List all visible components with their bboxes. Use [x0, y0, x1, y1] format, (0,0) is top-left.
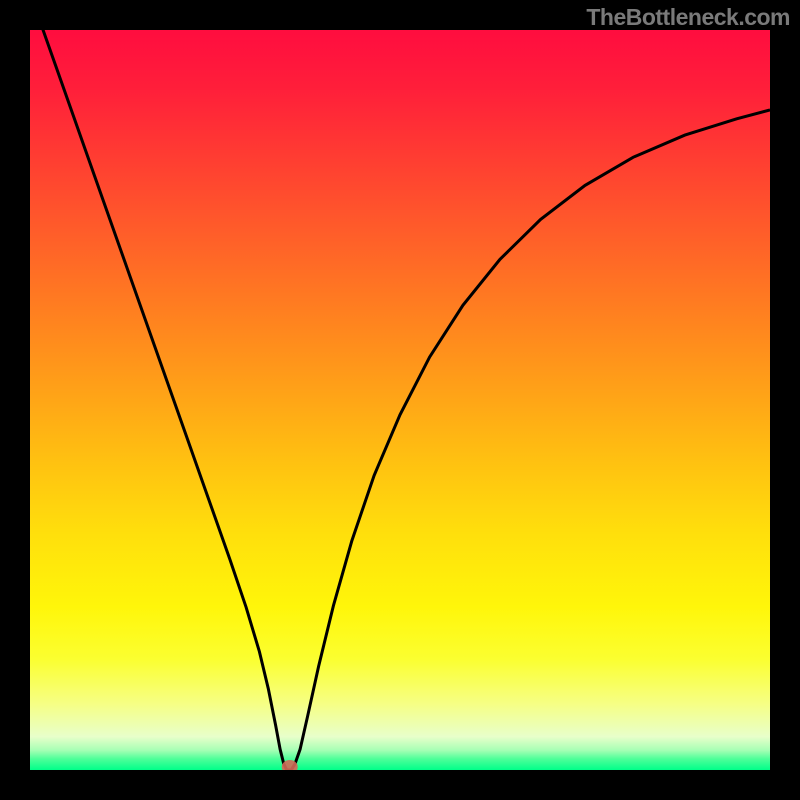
chart-svg [0, 0, 800, 800]
plot-background [30, 30, 770, 770]
chart-container: TheBottleneck.com [0, 0, 800, 800]
watermark-text: TheBottleneck.com [586, 4, 790, 31]
